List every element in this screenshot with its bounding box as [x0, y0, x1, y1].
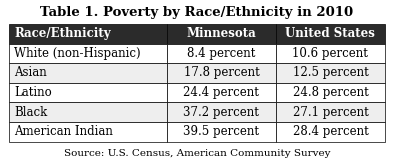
Text: Race/Ethnicity: Race/Ethnicity [14, 27, 111, 40]
Bar [9, 122, 167, 142]
Text: 24.4 percent: 24.4 percent [184, 86, 259, 99]
Bar [167, 44, 276, 63]
Text: 24.8 percent: 24.8 percent [292, 86, 368, 99]
Text: Source: U.S. Census, American Community Survey: Source: U.S. Census, American Community … [64, 149, 330, 158]
Bar [9, 24, 167, 44]
Text: 12.5 percent: 12.5 percent [292, 66, 368, 80]
Bar [276, 63, 385, 83]
Bar [9, 44, 167, 63]
Text: Asian: Asian [14, 66, 47, 80]
Bar [9, 102, 167, 122]
Text: Latino: Latino [14, 86, 52, 99]
Bar [276, 102, 385, 122]
Bar [276, 44, 385, 63]
Text: Minnesota: Minnesota [186, 27, 256, 40]
Text: Table 1. Poverty by Race/Ethnicity in 2010: Table 1. Poverty by Race/Ethnicity in 20… [41, 6, 353, 19]
Text: 10.6 percent: 10.6 percent [292, 47, 368, 60]
Text: American Indian: American Indian [14, 125, 113, 138]
Bar [167, 63, 276, 83]
Bar [167, 24, 276, 44]
Text: 28.4 percent: 28.4 percent [292, 125, 368, 138]
Bar [167, 122, 276, 142]
Bar [276, 24, 385, 44]
Bar [167, 102, 276, 122]
Bar [276, 122, 385, 142]
Text: 8.4 percent: 8.4 percent [187, 47, 256, 60]
Text: United States: United States [286, 27, 375, 40]
Bar [167, 83, 276, 102]
Text: 27.1 percent: 27.1 percent [292, 106, 368, 119]
Text: 17.8 percent: 17.8 percent [184, 66, 259, 80]
Text: 39.5 percent: 39.5 percent [184, 125, 259, 138]
Bar [9, 83, 167, 102]
Bar [276, 83, 385, 102]
Text: 37.2 percent: 37.2 percent [184, 106, 259, 119]
Text: Black: Black [14, 106, 47, 119]
Text: White (non-Hispanic): White (non-Hispanic) [14, 47, 141, 60]
Bar [9, 63, 167, 83]
